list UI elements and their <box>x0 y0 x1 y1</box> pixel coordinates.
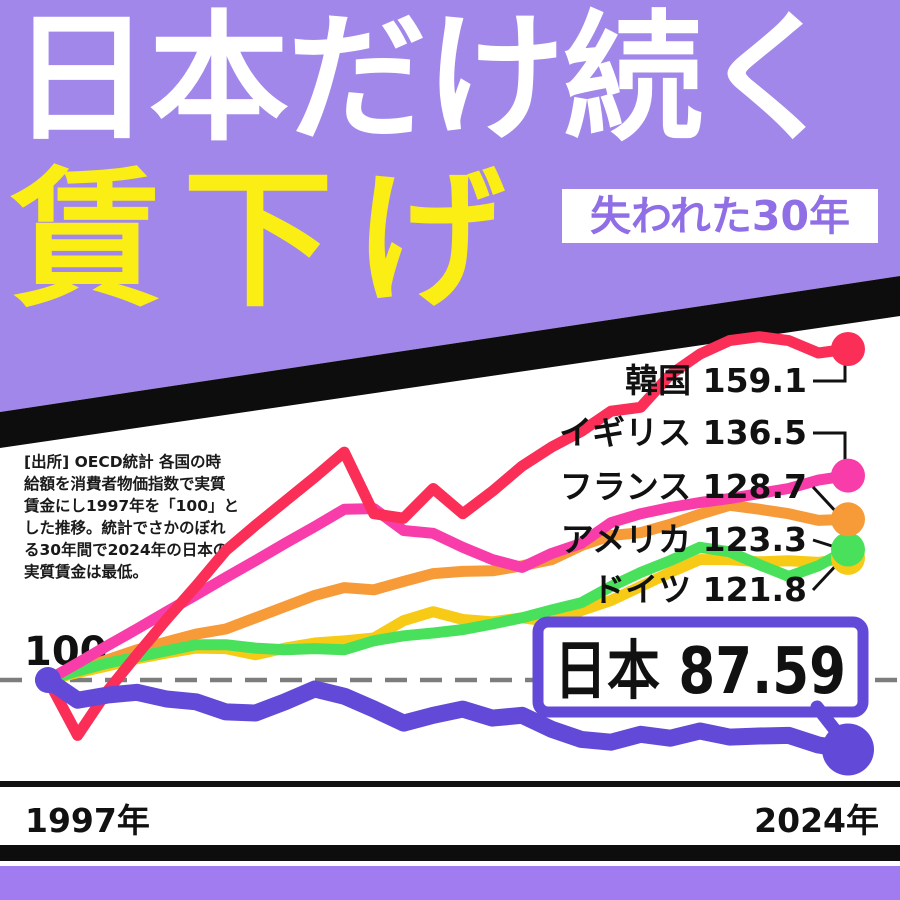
japan-value-box <box>532 616 869 718</box>
x-axis-label-start: 1997年 <box>25 801 150 840</box>
header-purple-block <box>0 0 900 412</box>
series-start-dot-japan <box>35 667 61 693</box>
footer-purple-bar <box>0 866 900 900</box>
series-end-dot-korea <box>831 332 865 366</box>
series-label-france: フランス 128.7 <box>560 467 807 506</box>
footer-black-bar <box>0 845 900 861</box>
header-black-diagonal <box>0 276 900 448</box>
page-subtitle: 賃下げ <box>11 154 528 328</box>
series-end-dot-france <box>831 502 865 537</box>
series-line-usa <box>42 541 854 686</box>
x-axis-line <box>0 781 900 787</box>
series-label-korea: 韓国 159.1 <box>625 361 807 400</box>
source-note: [出所] OECD統計 各国の時 給額を消費者物価指数で実質 賃金にし1997年… <box>24 453 239 581</box>
series-label-usa: アメリカ 123.3 <box>561 520 807 559</box>
x-axis-label-end: 2024年 <box>754 801 879 840</box>
series-label-germany: ドイツ 121.8 <box>592 570 807 609</box>
lost-30-years-badge: 失われた30年 <box>562 189 878 243</box>
series-label-uk: イギリス 136.5 <box>559 413 807 452</box>
series-end-dot-usa <box>831 532 865 567</box>
series-line-japan <box>39 671 857 758</box>
page-title: 日本だけ続く <box>11 0 841 161</box>
series-line-korea <box>42 331 854 741</box>
series-end-dot-uk <box>831 458 865 493</box>
series-end-dot-japan <box>822 723 874 776</box>
japan-value-text: 日本 87.59 <box>554 635 846 709</box>
series-line-france <box>42 499 854 686</box>
